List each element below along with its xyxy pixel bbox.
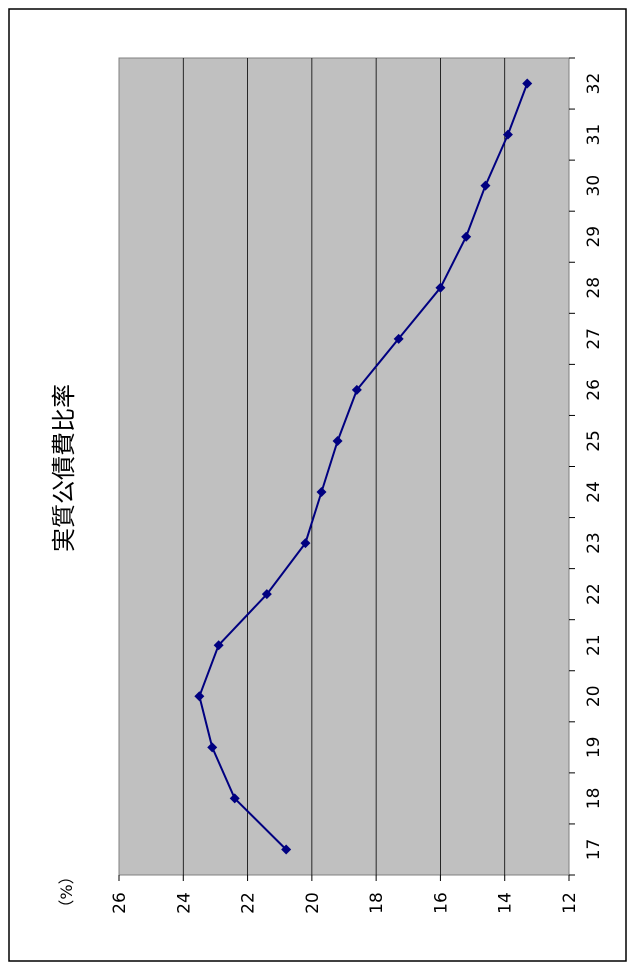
category-tick-label: 22 [584, 583, 604, 605]
data-point-marker [281, 844, 292, 855]
category-tick-label: 19 [584, 737, 604, 759]
value-tick-label: 20 [303, 892, 323, 914]
value-tick-label: 26 [110, 892, 130, 914]
category-tick-label: 29 [584, 226, 604, 248]
data-point-marker [332, 435, 343, 446]
plot-area [118, 57, 570, 876]
data-point-marker [502, 129, 513, 140]
category-tick-label: 24 [584, 481, 604, 503]
value-tick-label: 16 [431, 892, 451, 914]
category-tick-label: 23 [584, 532, 604, 554]
data-point-marker [194, 691, 205, 702]
category-tick-label: 21 [584, 634, 604, 656]
category-tick-label: 18 [584, 788, 604, 810]
value-axis-ticks: 26 24 22 20 18 16 14 12 [110, 875, 580, 914]
category-tick-label: 30 [584, 175, 604, 197]
value-tick-label: 14 [496, 892, 516, 914]
data-point-marker [229, 793, 240, 804]
value-tick-label: 24 [174, 892, 194, 914]
category-tick-label: 27 [584, 328, 604, 350]
category-tick-label: 28 [584, 277, 604, 299]
data-point-marker [480, 180, 491, 191]
data-markers [194, 78, 533, 855]
data-point-marker [207, 742, 218, 753]
value-tick-label: 18 [367, 892, 387, 914]
data-point-marker [522, 78, 533, 89]
data-point-marker [435, 282, 446, 293]
data-point-marker [213, 640, 224, 651]
data-point-marker [316, 487, 327, 498]
category-tick-label: 26 [584, 379, 604, 401]
data-point-marker [393, 333, 404, 344]
category-axis-ticks: 17 18 19 20 21 22 23 24 25 26 27 28 29 30 31 32 [569, 57, 604, 876]
category-tick-label: 20 [584, 685, 604, 707]
value-tick-label: 12 [560, 892, 580, 914]
value-tick-label: 22 [239, 892, 259, 914]
data-point-marker [300, 538, 311, 549]
data-point-marker [461, 231, 472, 242]
category-tick-label: 32 [584, 73, 604, 95]
category-tick-label: 31 [584, 124, 604, 146]
chart-title: 実質公債費比率 [50, 384, 78, 552]
gridlines [182, 58, 506, 875]
unit-label: （%） [57, 868, 76, 915]
data-point-marker [351, 384, 362, 395]
series-line [198, 83, 529, 851]
category-tick-label: 25 [584, 430, 604, 452]
category-tick-label: 17 [584, 839, 604, 861]
data-point-marker [261, 589, 272, 600]
